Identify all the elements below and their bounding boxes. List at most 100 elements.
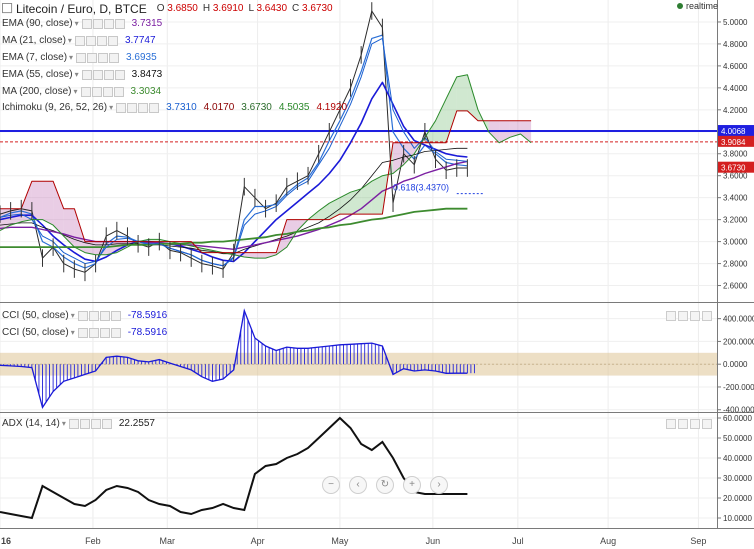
- legend-row[interactable]: MA (200, close) ▾ 3.3034: [2, 83, 354, 100]
- chevron-down-icon[interactable]: ▾: [73, 86, 78, 96]
- pane-down-icon[interactable]: [678, 419, 688, 429]
- plus-icon[interactable]: [102, 86, 113, 97]
- eye-icon[interactable]: [116, 103, 127, 114]
- close-icon[interactable]: [114, 19, 125, 30]
- price-y-tick-label: 2.6000: [723, 282, 748, 291]
- cloud-segment: [509, 120, 521, 138]
- legend-row[interactable]: ADX (14, 14) ▾ 22.2557: [2, 416, 162, 433]
- legend-row[interactable]: CCI (50, close) ▾ -78.5916: [2, 325, 174, 342]
- eye-icon[interactable]: [77, 328, 88, 339]
- scroll-right-icon[interactable]: ›: [430, 476, 448, 494]
- eye-icon[interactable]: [80, 86, 91, 97]
- plus-icon[interactable]: [99, 311, 110, 322]
- chart-title[interactable]: Litecoin / Euro, D, BTCE: [16, 1, 147, 16]
- cloud-segment: [318, 203, 330, 220]
- close-icon[interactable]: [109, 52, 120, 63]
- gear-icon[interactable]: [88, 328, 99, 339]
- reset-icon[interactable]: ↻: [376, 476, 394, 494]
- price-y-tick-label: 3.4000: [723, 194, 748, 203]
- indicator-legend: EMA (90, close) ▾ 3.7315 MA (21, close) ▾ 3.7…: [2, 16, 354, 117]
- adx-line: [0, 416, 468, 520]
- chevron-down-icon[interactable]: ▾: [70, 311, 75, 321]
- chevron-down-icon[interactable]: ▾: [67, 36, 72, 46]
- gear-icon[interactable]: [85, 36, 96, 47]
- plus-icon[interactable]: [99, 328, 110, 339]
- pane-down-icon[interactable]: [678, 311, 688, 321]
- legend-row[interactable]: CCI (50, close) ▾ -78.5916: [2, 308, 174, 325]
- zoom-out-icon[interactable]: −: [322, 476, 340, 494]
- legend-buttons: [77, 328, 122, 339]
- main-pane: 0.618(3.4370): [0, 2, 717, 282]
- cloud-segment: [446, 76, 457, 143]
- gear-icon[interactable]: [88, 311, 99, 322]
- series-line: [0, 110, 532, 254]
- legend-row[interactable]: Ichimoku (9, 26, 52, 26) ▾ 3.7310 4.0170 3.6…: [2, 100, 354, 117]
- eye-icon[interactable]: [68, 419, 79, 430]
- legend-value: 4.5035: [278, 102, 310, 114]
- close-icon[interactable]: [114, 69, 125, 80]
- price-y-tick-label: 4.4000: [723, 84, 748, 93]
- legend-value: 3.7310: [166, 102, 197, 114]
- ohlc-value: 3.6850: [167, 3, 198, 14]
- plus-icon[interactable]: [103, 19, 114, 30]
- pane-maximize-icon[interactable]: [690, 419, 700, 429]
- gear-icon[interactable]: [91, 86, 102, 97]
- close-icon[interactable]: [113, 86, 124, 97]
- legend-row[interactable]: EMA (55, close) ▾ 3.8473: [2, 66, 354, 83]
- scroll-left-icon[interactable]: ‹: [349, 476, 367, 494]
- x-tick-label: Feb: [85, 536, 101, 546]
- zoom-in-icon[interactable]: +: [403, 476, 421, 494]
- cloud-segment: [456, 74, 468, 111]
- eye-icon[interactable]: [74, 36, 85, 47]
- pane-up-icon[interactable]: [666, 311, 676, 321]
- plus-icon[interactable]: [138, 103, 149, 114]
- gear-icon[interactable]: [127, 103, 138, 114]
- pane-close-icon[interactable]: [702, 419, 712, 429]
- series-line: [0, 74, 532, 259]
- close-icon[interactable]: [110, 328, 121, 339]
- eye-icon[interactable]: [77, 311, 88, 322]
- adx-legend: ADX (14, 14) ▾ 22.2557: [2, 416, 162, 433]
- chevron-down-icon[interactable]: ▾: [70, 328, 75, 338]
- price-y-tick-label: 5.0000: [723, 18, 748, 27]
- plus-icon[interactable]: [96, 36, 107, 47]
- eye-icon[interactable]: [81, 19, 92, 30]
- legend-label: EMA (7, close): [2, 51, 68, 63]
- chevron-down-icon[interactable]: ▾: [74, 19, 79, 29]
- pane-maximize-icon[interactable]: [690, 311, 700, 321]
- x-tick-label: Jun: [426, 536, 441, 546]
- cloud-segment: [339, 192, 351, 215]
- legend-label: EMA (55, close): [2, 68, 73, 80]
- price-badge: [718, 125, 754, 137]
- pane-close-icon[interactable]: [702, 311, 712, 321]
- chevron-down-icon[interactable]: ▾: [69, 52, 74, 62]
- pane-up-icon[interactable]: [666, 419, 676, 429]
- cloud-segment: [350, 188, 362, 215]
- x-tick-label: Aug: [600, 536, 616, 546]
- legend-value: 22.2557: [118, 418, 155, 430]
- gear-icon[interactable]: [92, 19, 103, 30]
- plus-icon[interactable]: [90, 419, 101, 430]
- eye-icon[interactable]: [76, 52, 87, 63]
- symbol-square-icon[interactable]: [2, 3, 13, 14]
- legend-row[interactable]: EMA (7, close) ▾ 3.6935: [2, 50, 354, 67]
- close-icon[interactable]: [149, 103, 160, 114]
- chevron-down-icon[interactable]: ▾: [109, 103, 114, 113]
- price-badge-label: 3.9084: [721, 138, 746, 147]
- gear-icon[interactable]: [92, 69, 103, 80]
- plus-icon[interactable]: [103, 69, 114, 80]
- cci-band: [0, 352, 717, 376]
- legend-value: 3.6935: [126, 51, 157, 63]
- gear-icon[interactable]: [87, 52, 98, 63]
- close-icon[interactable]: [110, 311, 121, 322]
- x-tick-label: Mar: [160, 536, 176, 546]
- chevron-down-icon[interactable]: ▾: [74, 69, 79, 79]
- close-icon[interactable]: [107, 36, 118, 47]
- eye-icon[interactable]: [81, 69, 92, 80]
- legend-row[interactable]: MA (21, close) ▾ 3.7747: [2, 33, 354, 50]
- close-icon[interactable]: [101, 419, 112, 430]
- chevron-down-icon[interactable]: ▾: [61, 419, 66, 429]
- plus-icon[interactable]: [98, 52, 109, 63]
- legend-row[interactable]: EMA (90, close) ▾ 3.7315: [2, 16, 354, 33]
- gear-icon[interactable]: [79, 419, 90, 430]
